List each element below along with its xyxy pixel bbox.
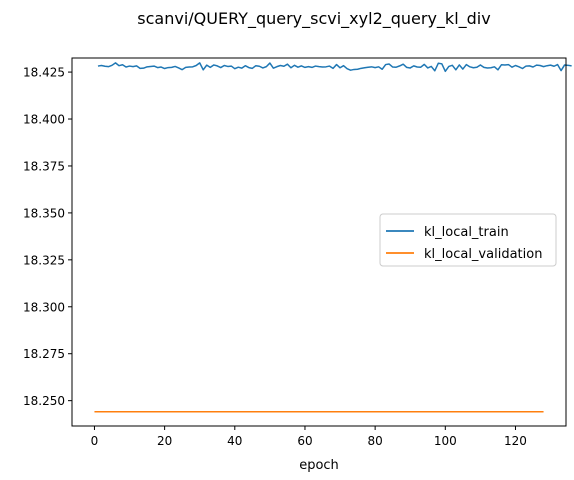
legend-box bbox=[379, 213, 557, 267]
y-tick-label: 18.350 bbox=[23, 206, 65, 220]
y-tick-label: 18.250 bbox=[23, 394, 65, 408]
x-tick-label: 80 bbox=[367, 434, 382, 448]
y-tick-label: 18.425 bbox=[23, 66, 65, 80]
y-tick-label: 18.400 bbox=[23, 113, 65, 127]
x-axis: 0 20 40 60 80 100 120 bbox=[91, 426, 527, 448]
series-line-0 bbox=[97, 62, 572, 73]
y-tick-label: 18.275 bbox=[23, 347, 65, 361]
x-axis-label: epoch bbox=[299, 458, 339, 473]
y-tick-label: 18.300 bbox=[23, 300, 65, 314]
legend-label: kl_local_train bbox=[424, 225, 509, 240]
x-tick-label: 20 bbox=[157, 434, 172, 448]
axes-layer bbox=[71, 57, 567, 427]
y-axis: 18.250 18.275 18.300 18.325 18.350 18.375 18.4… bbox=[23, 66, 72, 408]
chart-title: scanvi/QUERY_query_scvi_xyl2_query_kl_di… bbox=[137, 9, 490, 29]
series-layer bbox=[94, 62, 572, 413]
x-tick-label: 60 bbox=[297, 434, 312, 448]
y-tick-label: 18.375 bbox=[23, 159, 65, 173]
legend: kl_local_train kl_local_validation bbox=[379, 213, 557, 267]
plot-frame bbox=[71, 57, 567, 427]
legend-label: kl_local_validation bbox=[424, 247, 542, 262]
x-tick-label: 0 bbox=[91, 434, 99, 448]
x-tick-label: 120 bbox=[504, 434, 527, 448]
x-tick-label: 40 bbox=[227, 434, 242, 448]
x-tick-label: 100 bbox=[434, 434, 457, 448]
y-tick-label: 18.325 bbox=[23, 253, 65, 267]
